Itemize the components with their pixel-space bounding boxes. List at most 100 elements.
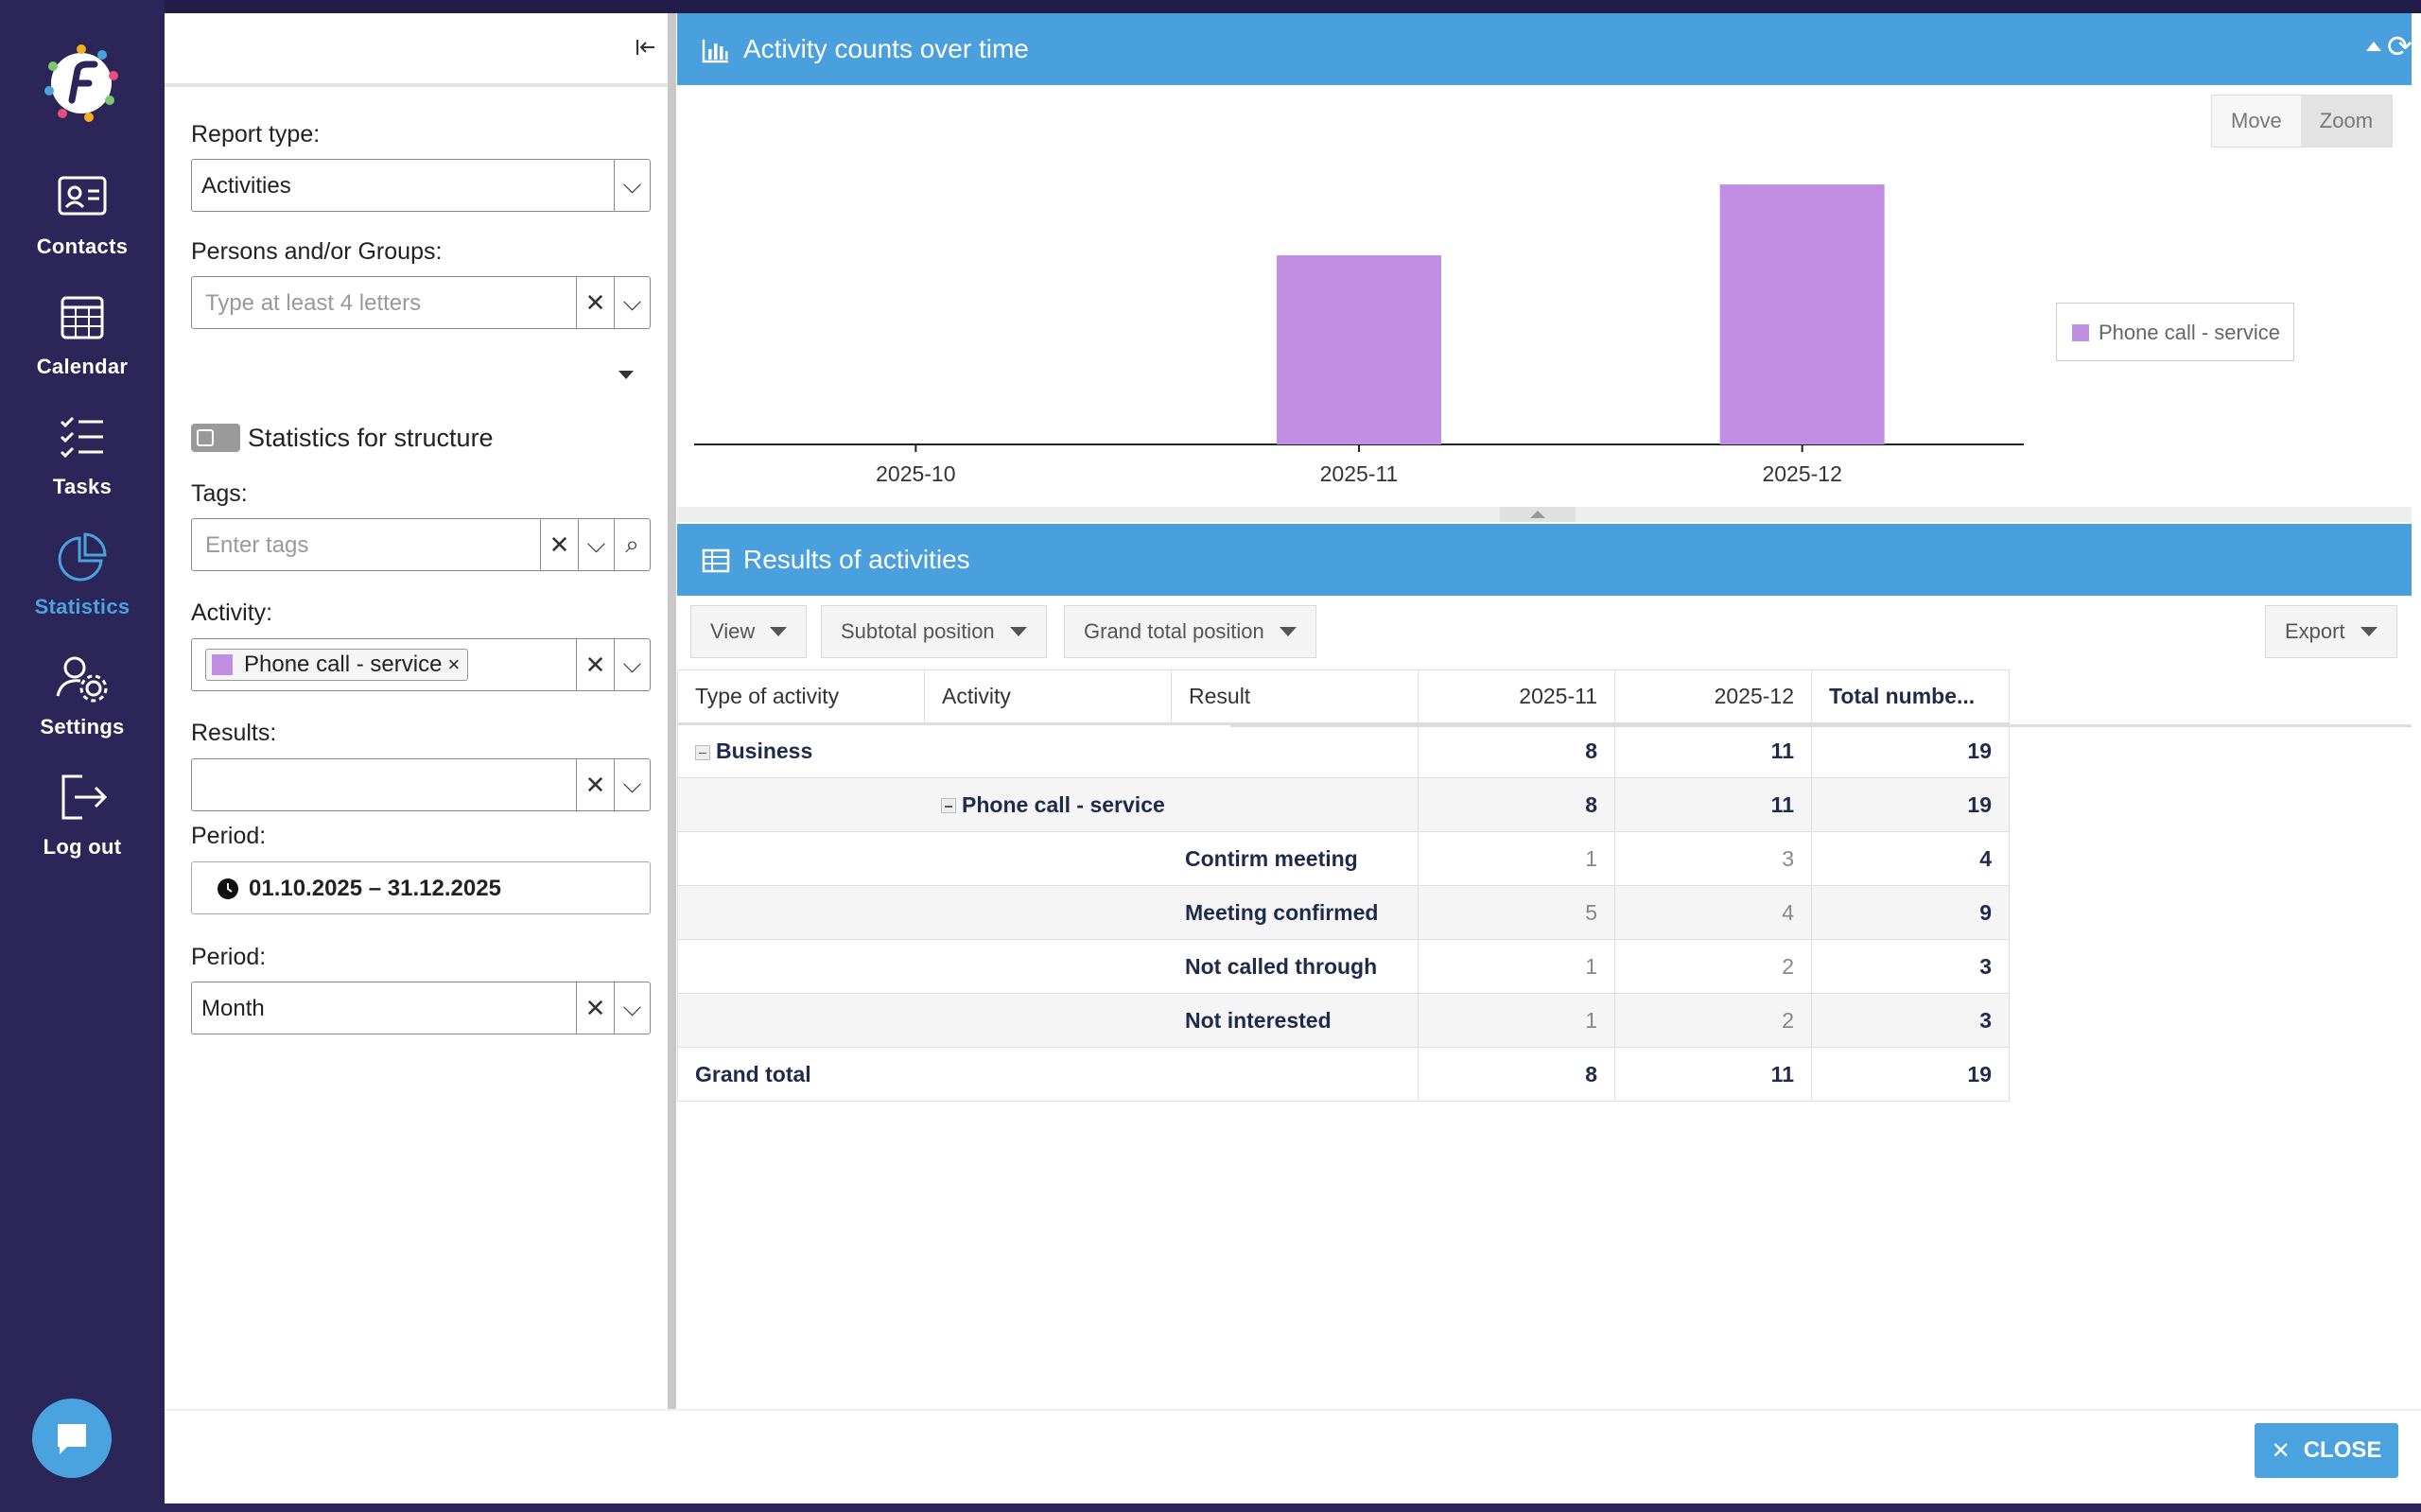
table-cell: 2 — [1614, 939, 1812, 994]
collapse-icon[interactable] — [941, 798, 956, 814]
pivot-table: Type of activity Activity Result 2025-11… — [677, 669, 2010, 1102]
table-cell: 5 — [1418, 885, 1615, 940]
move-button[interactable]: Move — [2212, 96, 2301, 147]
contacts-icon — [58, 176, 107, 216]
collapse-up-icon[interactable] — [2366, 42, 2381, 51]
period-granularity-select[interactable]: Month ✕ ⌵ — [191, 982, 651, 1034]
close-icon: ✕ — [2271, 1437, 2290, 1464]
nav-contacts[interactable]: Contacts — [0, 168, 165, 272]
calendar-icon — [61, 296, 104, 339]
caret-down-icon — [770, 627, 788, 636]
search-icon[interactable]: ⌕ — [614, 519, 650, 570]
table-row: Not called through 1 2 3 — [677, 939, 2010, 994]
table-cell: 1 — [1418, 939, 1615, 994]
table-cell: 2 — [1614, 993, 1812, 1048]
grandtotal-label: Grand total position — [1084, 619, 1264, 643]
bar-2025-11[interactable] — [1277, 255, 1441, 444]
col-header[interactable]: Total numbe... — [1811, 669, 2010, 725]
panel-resizer[interactable] — [668, 13, 676, 1409]
col-header[interactable]: Result — [1171, 669, 1419, 725]
nav-calendar[interactable]: Calendar — [0, 288, 165, 392]
table-cell: 1 — [1418, 993, 1615, 1048]
table-cell: 1 — [1418, 831, 1615, 886]
remove-chip-icon[interactable]: × — [447, 652, 461, 676]
chart-panel-header: Activity counts over time ⟳ — [677, 13, 2412, 85]
nav-label: Statistics — [34, 595, 131, 618]
results-panel-header: Results of activities — [677, 524, 2412, 596]
chevron-down-icon[interactable]: ⌵ — [578, 519, 614, 570]
chevron-down-icon[interactable]: ⌵ — [614, 277, 650, 328]
panel-splitter[interactable] — [677, 507, 2412, 522]
view-dropdown[interactable]: View — [690, 605, 808, 658]
table-icon — [702, 548, 730, 573]
clear-icon[interactable]: ✕ — [576, 277, 614, 328]
results-input[interactable]: ✕ ⌵ — [191, 758, 651, 811]
nav-tasks[interactable]: Tasks — [0, 408, 165, 513]
nav-logout[interactable]: Log out — [0, 769, 165, 873]
caret-down-icon — [2360, 627, 2377, 636]
table-cell: 11 — [1614, 723, 1812, 778]
period-range-input[interactable]: 01.10.2025 – 31.12.2025 — [191, 861, 651, 914]
chevron-down-icon[interactable]: ⌵ — [614, 982, 650, 1034]
nav-settings[interactable]: Settings — [0, 649, 165, 753]
group-business[interactable]: Business — [677, 723, 1419, 778]
table-cell: 19 — [1811, 1047, 2010, 1102]
caret-down-icon[interactable] — [618, 371, 634, 379]
col-header[interactable]: Activity — [924, 669, 1172, 725]
tags-placeholder: Enter tags — [205, 532, 309, 558]
col-header[interactable]: Type of activity — [677, 669, 925, 725]
move-zoom-toggle: Move Zoom — [2211, 95, 2394, 148]
table-cell: 3 — [1811, 939, 2010, 994]
persons-label: Persons and/or Groups: — [191, 238, 443, 265]
logout-icon — [61, 774, 108, 820]
export-dropdown[interactable]: Export — [2265, 605, 2397, 658]
grand-total-row: Grand total 8 11 19 — [677, 1047, 2010, 1102]
chart-legend[interactable]: Phone call - service — [2056, 303, 2294, 361]
refresh-icon[interactable]: ⟳ — [2387, 29, 2412, 63]
app-logo[interactable] — [36, 36, 127, 127]
legend-swatch — [2072, 324, 2089, 341]
chat-button[interactable] — [32, 1399, 112, 1478]
chevron-down-icon[interactable]: ⌵ — [614, 639, 650, 690]
chart-panel-title: Activity counts over time — [743, 34, 1029, 63]
chevron-down-icon[interactable]: ⌵ — [614, 160, 650, 211]
settings-icon — [56, 656, 108, 703]
activity-chip[interactable]: Phone call - service × — [205, 649, 469, 681]
persons-input[interactable]: Type at least 4 letters ✕ ⌵ — [191, 276, 651, 329]
clear-icon[interactable]: ✕ — [576, 759, 614, 810]
expand-up-icon[interactable] — [1530, 511, 1545, 518]
table-cell: 3 — [1811, 993, 2010, 1048]
grand-total-position-dropdown[interactable]: Grand total position — [1064, 605, 1316, 658]
activity-input[interactable]: Phone call - service × ✕ ⌵ — [191, 638, 651, 691]
clear-icon[interactable]: ✕ — [576, 982, 614, 1034]
table-row: Phone call - service 8 11 19 — [677, 777, 2010, 832]
tags-input[interactable]: Enter tags ✕ ⌵ ⌕ — [191, 518, 651, 571]
clear-icon[interactable]: ✕ — [540, 519, 578, 570]
report-type-value: Activities — [201, 173, 291, 199]
group-activity[interactable]: Phone call - service — [677, 777, 1419, 832]
activity-chip-label: Phone call - service — [244, 652, 443, 677]
result-label: Contirm meeting — [677, 831, 1419, 886]
col-header[interactable]: 2025-11 — [1418, 669, 1615, 725]
divider — [165, 1409, 2421, 1411]
zoom-button[interactable]: Zoom — [2300, 96, 2393, 147]
chevron-down-icon[interactable]: ⌵ — [614, 759, 650, 810]
collapse-icon[interactable] — [695, 744, 710, 760]
collapse-panel-icon[interactable] — [632, 34, 658, 61]
caret-down-icon — [1279, 627, 1297, 636]
subtotal-position-dropdown[interactable]: Subtotal position — [821, 605, 1047, 658]
statistics-icon — [58, 532, 107, 582]
close-button[interactable]: ✕ CLOSE — [2255, 1423, 2398, 1478]
close-label: CLOSE — [2303, 1437, 2382, 1463]
structure-toggle[interactable] — [191, 424, 240, 452]
legend-label: Phone call - service — [2099, 321, 2280, 344]
nav-statistics[interactable]: Statistics — [0, 529, 165, 633]
table-row: Business 8 11 19 — [677, 723, 2010, 778]
clear-icon[interactable]: ✕ — [576, 639, 614, 690]
table-cell: 4 — [1811, 831, 2010, 886]
report-type-select[interactable]: Activities ⌵ — [191, 159, 651, 212]
col-header[interactable]: 2025-12 — [1614, 669, 1812, 725]
table-cell: 11 — [1614, 777, 1812, 832]
header-row: Type of activity Activity Result 2025-11… — [677, 669, 2010, 725]
bar-2025-12[interactable] — [1719, 184, 1885, 444]
